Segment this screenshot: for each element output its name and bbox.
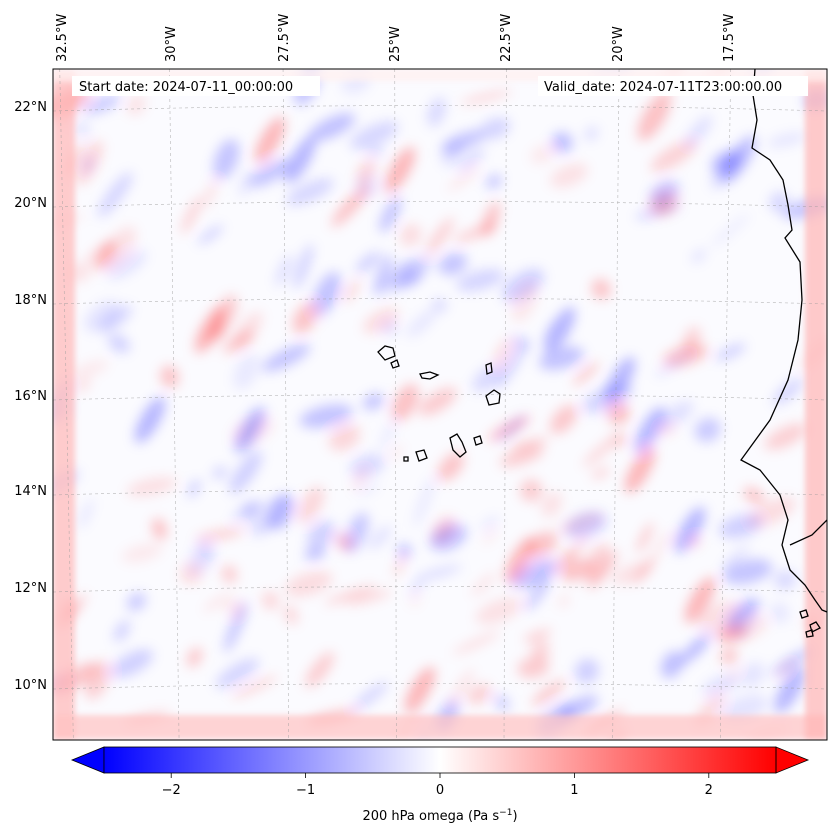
island-santiago [449, 433, 467, 458]
colorbar-label: 200 hPa omega (Pa s−1) [362, 808, 517, 824]
island-sao-vicente [390, 359, 400, 369]
island-boa-vista [485, 389, 501, 406]
start-date-label: Start date: 2024-07-11_00:00:00 [79, 80, 293, 95]
parallel [53, 394, 827, 401]
colorbar-tick-label: 2 [705, 783, 713, 798]
lat-label: 14°N [14, 484, 47, 499]
lon-label: 20°W [611, 26, 626, 62]
parallel [53, 105, 827, 112]
lat-label: 18°N [14, 293, 47, 308]
colorbar-tick-label: 0 [436, 783, 444, 798]
lon-label: 32.5°W [55, 14, 70, 62]
parallel [53, 201, 827, 208]
meridian [720, 69, 732, 740]
lat-label: 12°N [14, 581, 47, 596]
meridian [59, 69, 74, 740]
island-brava [403, 456, 409, 462]
island-fogo [415, 449, 428, 462]
west-africa-coastline [740, 69, 827, 613]
map-panel: Start date: 2024-07-11_00:00:00 Valid_da… [52, 68, 828, 741]
lon-label: 17.5°W [722, 14, 737, 62]
colorbar-extend-right [775, 746, 810, 774]
colorbar: −2 −1 0 1 2 200 hPa omega (Pa s−1) [70, 746, 810, 824]
parallel [53, 489, 827, 496]
colorbar-tick-label: −2 [162, 783, 181, 798]
parallel [53, 298, 827, 305]
valid-date-label: Valid_date: 2024-07-11T23:00:00.00 [544, 80, 782, 95]
lon-label: 30°W [164, 26, 179, 62]
longitude-labels: 32.5°W 30°W 27.5°W 25°W 22.5°W 20°W 17.5°W [55, 14, 737, 62]
gridlines [53, 69, 827, 740]
island-maio [473, 435, 483, 446]
lon-label: 27.5°W [277, 14, 292, 62]
lat-label: 20°N [14, 196, 47, 211]
map-frame [52, 68, 828, 741]
meridian [169, 69, 180, 740]
latitude-labels: 22°N 20°N 18°N 16°N 14°N 12°N 10°N [14, 100, 47, 693]
colorbar-extend-left [70, 746, 105, 774]
colorbar-gradient [104, 747, 776, 773]
meridian [394, 69, 397, 740]
lat-label: 22°N [14, 100, 47, 115]
colorbar-ticks: −2 −1 0 1 2 [162, 773, 713, 798]
lat-label: 10°N [14, 678, 47, 693]
colorbar-tick-label: 1 [570, 783, 578, 798]
lat-label: 16°N [14, 389, 47, 404]
coast-inlet [789, 519, 827, 546]
coastlines [377, 69, 827, 638]
parallel [53, 586, 827, 593]
island-sal [485, 362, 493, 375]
island-sao-nicolau [419, 371, 440, 380]
lon-label: 25°W [388, 26, 403, 62]
island-santo-antao [377, 345, 396, 361]
meridian [282, 69, 289, 740]
bijagos-islands [799, 609, 821, 638]
lon-label: 22.5°W [499, 14, 514, 62]
colorbar-tick-label: −1 [296, 783, 315, 798]
meridian [612, 69, 620, 740]
meridian [503, 69, 507, 740]
parallel [53, 683, 827, 690]
